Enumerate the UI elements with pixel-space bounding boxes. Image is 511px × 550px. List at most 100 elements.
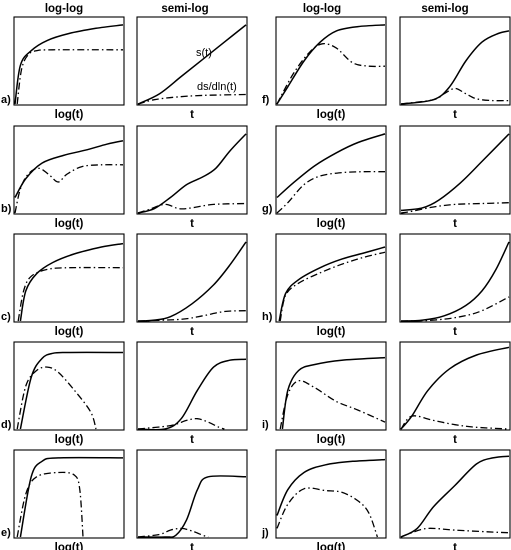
panel-frame xyxy=(136,449,248,539)
row-letter-d: d) xyxy=(1,419,12,431)
header-semi-log-right: semi-log xyxy=(421,3,468,15)
panel-e-log xyxy=(13,449,125,539)
curve-derivative-a-log xyxy=(16,49,124,105)
row-letter-a: a) xyxy=(1,94,11,106)
panel-frame xyxy=(275,16,387,106)
x-label-log: log(t) xyxy=(55,326,84,338)
panel-d-log xyxy=(13,341,125,431)
curve-s-j-semi xyxy=(400,455,510,538)
curve-s-i-log xyxy=(281,356,386,430)
curve-s-f-log xyxy=(276,24,386,105)
panel-j-semi xyxy=(399,449,511,539)
curve-derivative-j-log xyxy=(276,487,379,538)
row-letter-h: h) xyxy=(262,311,273,323)
row-letter-i: i) xyxy=(262,419,269,431)
curve-derivative-f-semi xyxy=(400,87,510,105)
header-semi-log-left: semi-log xyxy=(161,3,208,15)
x-label-t: t xyxy=(190,434,194,446)
panel-i-semi xyxy=(399,341,511,431)
panel-frame xyxy=(275,125,387,215)
panel-frame xyxy=(399,233,511,323)
x-label-t: t xyxy=(190,326,194,338)
panel-frame xyxy=(136,16,248,106)
panel-a-semi xyxy=(136,16,248,106)
curve-s-b-semi xyxy=(137,133,247,214)
panel-frame xyxy=(13,16,125,106)
x-label-t: t xyxy=(453,542,457,550)
annotation-ds-dlnt: ds/dln(t) xyxy=(197,81,237,93)
panel-b-semi xyxy=(136,125,248,215)
curve-derivative-c-semi xyxy=(137,310,247,322)
panel-j-log xyxy=(275,449,387,539)
row-letter-g: g) xyxy=(262,203,273,215)
x-label-t: t xyxy=(453,109,457,121)
curve-derivative-i-semi xyxy=(400,415,510,430)
curve-s-b-log xyxy=(14,140,124,198)
curve-s-a-semi xyxy=(137,24,247,105)
x-label-log: log(t) xyxy=(317,326,346,338)
curve-s-d-semi xyxy=(137,358,247,431)
panel-frame xyxy=(275,449,387,539)
curve-derivative-b-semi xyxy=(137,202,247,214)
curve-derivative-h-semi xyxy=(400,296,510,322)
panel-g-log xyxy=(275,125,387,215)
row-letter-c: c) xyxy=(1,311,11,323)
panel-frame xyxy=(399,341,511,431)
curve-derivative-e-log xyxy=(16,471,84,538)
panel-frame xyxy=(13,449,125,539)
curve-s-i-semi xyxy=(400,346,510,430)
x-label-log: log(t) xyxy=(55,218,84,230)
curve-derivative-d-log xyxy=(16,366,97,430)
panel-a-log xyxy=(13,16,125,106)
panel-frame xyxy=(136,341,248,431)
panel-f-log xyxy=(275,16,387,106)
panel-frame xyxy=(399,125,511,215)
x-label-log: log(t) xyxy=(317,542,346,550)
x-label-t: t xyxy=(453,218,457,230)
panel-frame xyxy=(136,233,248,323)
x-label-log: log(t) xyxy=(317,218,346,230)
panel-g-semi xyxy=(399,125,511,215)
panel-f-semi xyxy=(399,16,511,106)
panel-frame xyxy=(399,16,511,106)
panel-b-log xyxy=(13,125,125,215)
curve-s-j-log xyxy=(276,458,386,516)
panel-frame xyxy=(275,341,387,431)
x-label-t: t xyxy=(453,326,457,338)
curve-s-c-log xyxy=(19,242,124,322)
curve-s-h-semi xyxy=(400,241,510,322)
panel-grid: a) f) log(t) t log(t) t b) g) log(t) t log(t) t c) h)… xyxy=(1,16,511,550)
curve-derivative-a-semi xyxy=(137,93,247,105)
x-label-t: t xyxy=(453,434,457,446)
curve-derivative-c-log xyxy=(17,266,124,322)
panel-frame xyxy=(13,125,125,215)
curve-derivative-g-log xyxy=(276,171,386,214)
x-label-t: t xyxy=(190,109,194,121)
row-letter-e: e) xyxy=(1,527,11,539)
curve-derivative-g-semi xyxy=(400,202,510,214)
panel-c-log xyxy=(13,233,125,323)
x-label-log: log(t) xyxy=(317,109,346,121)
curve-derivative-j-semi xyxy=(400,527,510,538)
panel-frame xyxy=(13,233,125,323)
panel-d-semi xyxy=(136,341,248,431)
curve-s-e-semi xyxy=(137,475,247,538)
x-label-t: t xyxy=(190,218,194,230)
panel-h-log xyxy=(275,233,387,323)
panel-c-semi xyxy=(136,233,248,323)
curve-derivative-h-log xyxy=(279,251,386,322)
x-label-log: log(t) xyxy=(317,434,346,446)
row-letter-b: b) xyxy=(1,203,12,215)
curve-s-h-log xyxy=(278,246,386,322)
curve-s-a-log xyxy=(14,24,124,105)
curve-derivative-b-log xyxy=(14,164,124,214)
curve-derivative-i-log xyxy=(279,379,386,430)
curve-s-g-log xyxy=(276,133,386,199)
panel-frame xyxy=(275,233,387,323)
panel-i-log xyxy=(275,341,387,431)
panel-frame xyxy=(136,125,248,215)
x-label-log: log(t) xyxy=(55,434,84,446)
panel-h-semi xyxy=(399,233,511,323)
x-label-log: log(t) xyxy=(55,109,84,121)
